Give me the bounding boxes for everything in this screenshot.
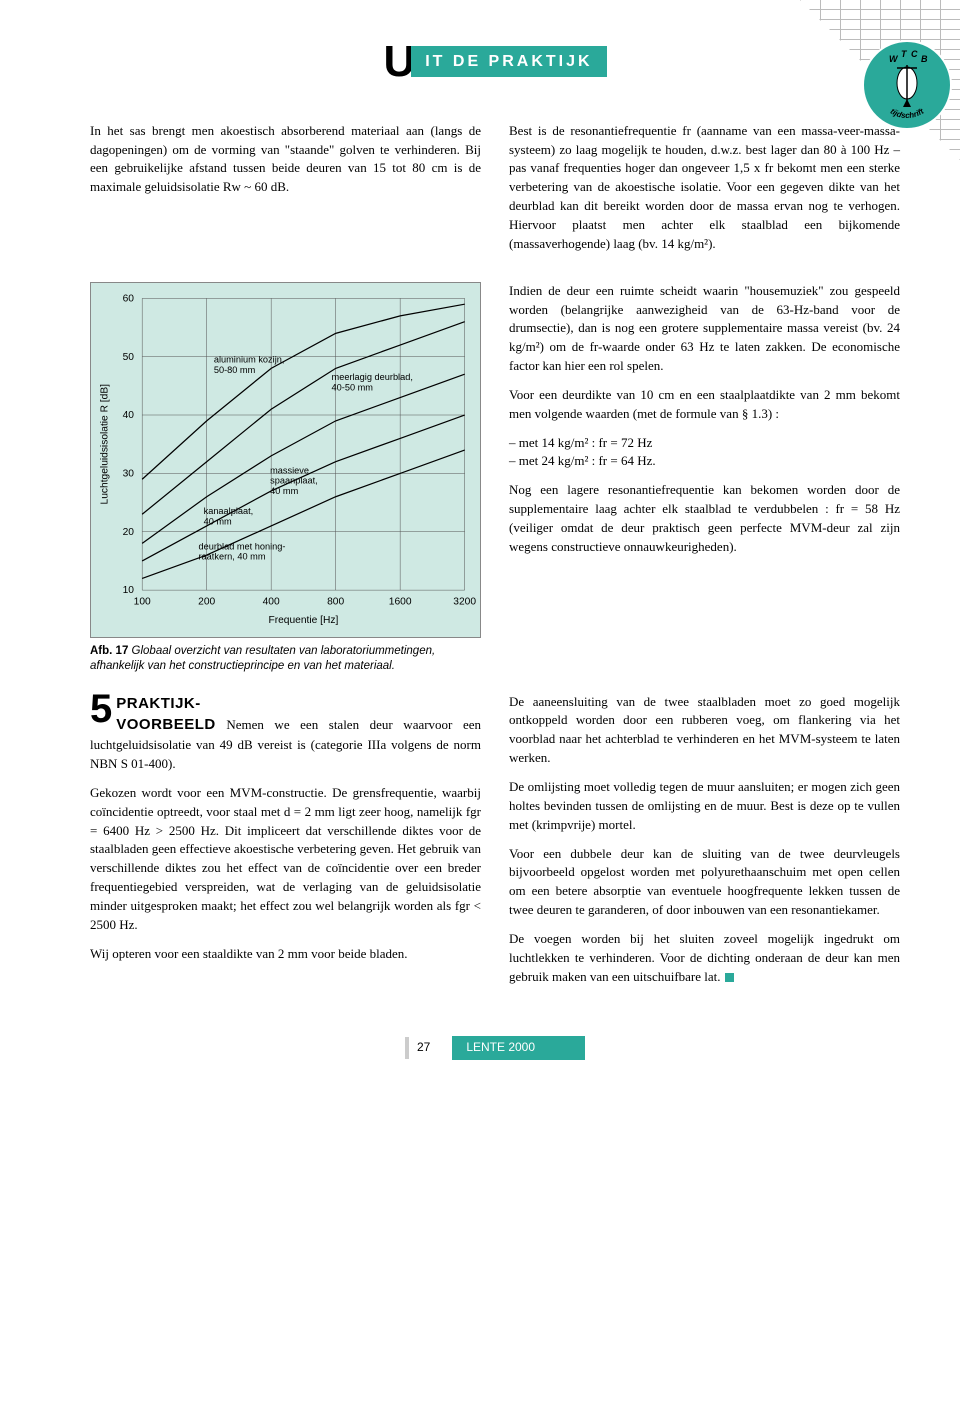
fr-value-2: met 24 kg/m² : fr = 64 Hz.	[509, 452, 900, 471]
praktijk-label-1: PRAKTIJK-	[116, 695, 201, 712]
svg-text:Frequentie [Hz]: Frequentie [Hz]	[268, 615, 338, 626]
lr-p4: De voegen worden bij het sluiten zoveel …	[509, 930, 900, 987]
section5-p2: Gekozen wordt voor een MVM-constructie. …	[90, 784, 481, 935]
svg-text:Luchtgeluidsisolatie R [dB]: Luchtgeluidsisolatie R [dB]	[99, 384, 110, 505]
svg-text:1600: 1600	[389, 596, 412, 607]
section5-p3: Wij opteren voor een staaldikte van 2 mm…	[90, 945, 481, 964]
svg-text:3200: 3200	[453, 596, 476, 607]
right-p1: Indien de deur een ruimte scheidt waarin…	[509, 282, 900, 376]
fr-value-1: met 14 kg/m² : fr = 72 Hz	[509, 434, 900, 453]
lr-p1: De aaneensluiting van de twee staalblade…	[509, 693, 900, 768]
lower-left-column: 5 PRAKTIJK- VOORBEELD Nemen we een stale…	[90, 693, 481, 997]
page-number: 27	[405, 1037, 438, 1058]
svg-text:massieve: massieve	[270, 465, 309, 475]
issue-season: LENTE 2000	[452, 1036, 585, 1059]
svg-text:40-50 mm: 40-50 mm	[332, 382, 374, 392]
svg-text:100: 100	[134, 596, 151, 607]
acoustic-chart: 100 200 400 800 1600 3200 10 20 30 40 50 60 aluminiu…	[90, 282, 481, 638]
lr-p3: Voor een dubbele deur kan de sluiting va…	[509, 845, 900, 920]
svg-text:800: 800	[327, 596, 344, 607]
page-footer: 27 LENTE 2000	[90, 1036, 900, 1059]
svg-text:40 mm: 40 mm	[204, 516, 232, 526]
praktijk-label-2: VOORBEELD	[116, 716, 216, 733]
svg-text:aluminium kozijn,: aluminium kozijn,	[214, 354, 285, 364]
svg-text:40 mm: 40 mm	[270, 486, 298, 496]
intro-para-right: Best is de resonantiefrequentie fr (aann…	[509, 122, 900, 254]
top-right-paragraph: Best is de resonantiefrequentie fr (aann…	[509, 122, 900, 264]
svg-text:spaanplaat,: spaanplaat,	[270, 475, 318, 485]
intro-para-left: In het sas brengt men akoestisch absorbe…	[90, 122, 481, 197]
right-text-column: Indien de deur een ruimte scheidt waarin…	[509, 282, 900, 675]
svg-text:40: 40	[123, 410, 135, 421]
svg-text:meerlagig deurblad,: meerlagig deurblad,	[332, 372, 413, 382]
lower-right-column: De aaneensluiting van de twee staalblade…	[509, 693, 900, 997]
header-title-box: IT DE PRAKTIJK	[411, 46, 606, 77]
svg-text:kanaalplaat,: kanaalplaat,	[204, 506, 254, 516]
fr-values-list: met 14 kg/m² : fr = 72 Hz met 24 kg/m² :…	[509, 434, 900, 472]
svg-text:50-80 mm: 50-80 mm	[214, 364, 256, 374]
top-left-paragraph: In het sas brengt men akoestisch absorbe…	[90, 122, 481, 264]
svg-text:raatkern, 40 mm: raatkern, 40 mm	[198, 551, 265, 561]
svg-text:20: 20	[123, 527, 135, 538]
svg-text:10: 10	[123, 585, 135, 596]
svg-text:400: 400	[263, 596, 280, 607]
caption-figure-num: Afb. 17	[90, 645, 128, 657]
right-p3: Nog een lagere resonantiefrequentie kan …	[509, 481, 900, 556]
svg-text:50: 50	[123, 351, 135, 362]
svg-text:200: 200	[198, 596, 215, 607]
lr-p2: De omlijsting moet volledig tegen de muu…	[509, 778, 900, 835]
end-square-icon	[725, 973, 734, 982]
caption-text: Globaal overzicht van resultaten van lab…	[90, 645, 435, 673]
svg-text:30: 30	[123, 468, 135, 479]
right-p2: Voor een deurdikte van 10 cm en een staa…	[509, 386, 900, 424]
svg-text:deurblad met honing-: deurblad met honing-	[198, 541, 285, 551]
chart-caption: Afb. 17 Globaal overzicht van resultaten…	[90, 644, 481, 675]
svg-text:60: 60	[123, 293, 135, 304]
page-header: U IT DE PRAKTIJK	[90, 30, 900, 94]
section-number-5: 5	[90, 693, 112, 725]
